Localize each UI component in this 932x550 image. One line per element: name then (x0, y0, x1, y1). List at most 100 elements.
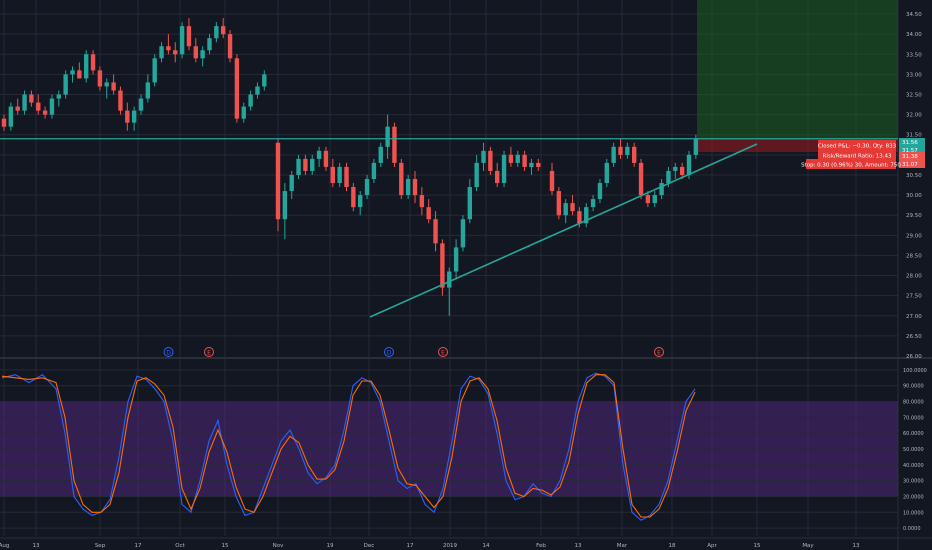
price-tick-label: 33.00 (906, 72, 922, 78)
stoch-tick-label: 50.0000 (903, 447, 924, 453)
event-marker-circle (654, 347, 664, 357)
time-tick-label: 19 (327, 543, 334, 549)
candle-body (508, 154, 514, 163)
candle-body (645, 195, 651, 204)
position-zones (697, 0, 898, 153)
time-tick-label: May (802, 543, 814, 549)
time-tick-label: Apr (707, 543, 717, 549)
candle-body (166, 46, 171, 51)
candle-body (131, 110, 137, 123)
candle-body (36, 102, 41, 111)
candle-body (460, 219, 466, 248)
candle-body (447, 271, 452, 288)
price-marker-label: 31.56 (902, 140, 918, 146)
price-tick-label: 26.50 (906, 334, 922, 340)
candle-body (179, 26, 185, 55)
price-tick-label: 32.50 (906, 93, 922, 99)
candle-body (632, 146, 637, 163)
candle-body (125, 110, 130, 123)
candle-body (248, 94, 253, 107)
time-tick-label: 18 (669, 543, 676, 549)
candle-body (193, 46, 198, 59)
candle-body (275, 142, 281, 220)
candle-body (611, 146, 616, 163)
candle-body (104, 82, 109, 87)
price-marker-box (899, 160, 925, 168)
price-tick-label: 30.00 (906, 193, 922, 199)
closed-pnl-label: Closed P&L: −0.30, Qty: 833 (818, 144, 897, 150)
candle-body (138, 98, 144, 111)
candle-body (584, 207, 589, 224)
price-tick-label: 27.50 (906, 294, 922, 300)
candle-body (474, 162, 479, 188)
stoch-tick-label: 0.0000 (903, 526, 921, 532)
candle-body (604, 162, 609, 184)
candle-body (15, 106, 20, 111)
time-tick-label: 13 (575, 543, 582, 549)
candle-body (70, 70, 75, 75)
candle-body (49, 98, 55, 115)
axis-labels: 26.00 26.50 27.00 27.50 28.00 28.50 29.00 29.50… (0, 12, 927, 549)
time-tick-label: Sep (95, 543, 106, 549)
price-tick-label: 29.00 (906, 233, 922, 239)
candle-body (22, 94, 27, 111)
price-marker-box (899, 152, 925, 160)
price-tick-label: 28.50 (906, 253, 922, 259)
candle-body (440, 243, 445, 288)
candle-body (536, 162, 541, 167)
candle-body (90, 54, 96, 71)
candle-body (8, 106, 14, 127)
candle-body (371, 162, 377, 179)
candle-body (186, 26, 192, 47)
event-marker-circle (163, 347, 174, 357)
candle-body (495, 170, 500, 184)
candle-body (433, 219, 438, 244)
candle-body (145, 82, 151, 99)
candle-body (227, 34, 233, 59)
candle-body (392, 126, 397, 163)
candle-body (364, 178, 370, 196)
time-tick-label: Aug (0, 543, 9, 549)
price-marker-label: 31.57 (902, 148, 918, 154)
stoch-tick-label: 80.0000 (903, 400, 924, 406)
candle-body (638, 162, 644, 196)
time-tick-label: Nov (273, 543, 284, 549)
stop-box (806, 159, 896, 169)
candle-body (405, 178, 411, 196)
price-marker-box (899, 138, 925, 146)
candle-body (358, 195, 363, 208)
candle-body (412, 178, 418, 196)
candle-body (652, 195, 657, 204)
price-tick-label: 29.50 (906, 213, 922, 219)
candle-body (501, 154, 507, 184)
candle-body (241, 106, 246, 119)
candle-body (1, 118, 7, 127)
candle-body (296, 158, 301, 175)
profit-zone (697, 0, 898, 139)
time-tick-label: 2019 (443, 543, 457, 549)
candle-body (118, 90, 123, 111)
candle-body (29, 94, 34, 103)
time-tick-label: Mar (617, 543, 628, 549)
candle-body (673, 166, 678, 171)
candle-body (453, 247, 459, 272)
candle-body (337, 166, 342, 184)
event-marker-circle (204, 347, 214, 357)
candle-body (323, 150, 329, 167)
event-marker-label: E (207, 350, 211, 357)
stoch-tick-label: 10.0000 (903, 510, 924, 516)
candle-body (666, 170, 671, 184)
price-tick-label: 33.50 (906, 52, 922, 58)
candle-body (316, 150, 322, 159)
candle-body (303, 158, 308, 171)
candle-body (679, 166, 685, 175)
time-tick-label: Feb (536, 543, 546, 549)
stoch-k-line (1, 372, 696, 521)
stoch-d-line (1, 374, 696, 518)
trend-lines (0, 138, 898, 318)
time-tick-label: 17 (407, 543, 414, 549)
stoch-tick-label: 100.0000 (903, 368, 927, 374)
closed-pnl-box (818, 140, 896, 150)
candle-body (330, 166, 335, 184)
